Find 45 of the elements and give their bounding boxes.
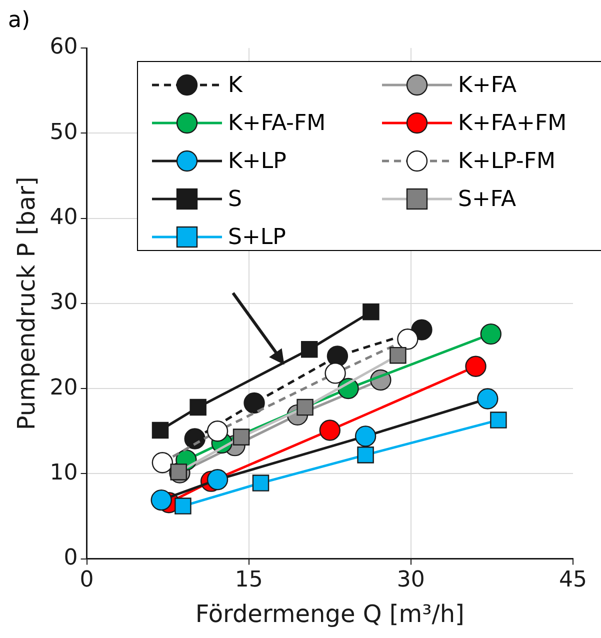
point <box>206 469 228 490</box>
legend-label: K+LP <box>228 148 286 174</box>
point <box>326 346 348 367</box>
y-tick-label: 60 <box>50 34 78 60</box>
point <box>465 356 486 377</box>
legend-label: K+FA <box>458 72 517 98</box>
point <box>480 323 502 345</box>
y-tick-label: 40 <box>50 204 78 230</box>
point <box>244 392 265 414</box>
point <box>206 420 228 442</box>
point <box>252 474 270 492</box>
point <box>390 346 406 364</box>
x-tick-label: 45 <box>559 568 587 593</box>
legend-label: K+FA-FM <box>228 110 326 136</box>
point <box>150 489 172 511</box>
point <box>357 446 374 464</box>
legend-label: S <box>228 186 242 212</box>
legend-label: S+LP <box>228 224 286 250</box>
point <box>174 498 192 514</box>
point <box>190 398 206 416</box>
x-tick-label: 30 <box>396 568 425 593</box>
point <box>184 428 206 450</box>
point <box>397 328 418 350</box>
legend-label: K <box>228 72 242 98</box>
y-tick-label: 30 <box>50 290 78 316</box>
legend-label: K+LP-FM <box>458 148 556 174</box>
legend-label: S+FA <box>458 186 516 212</box>
y-tick-label: 50 <box>50 120 78 145</box>
point <box>300 340 318 358</box>
point <box>362 304 380 320</box>
point <box>324 362 346 384</box>
text: a) <box>8 8 30 33</box>
legend-label: K+FA+FM <box>458 110 567 136</box>
point <box>319 420 340 441</box>
point <box>490 412 507 428</box>
y-axis-title: Pumpendruck P [bar] <box>12 176 41 430</box>
y-tick-label: 10 <box>50 460 78 486</box>
y-tick-label: 0 <box>64 546 78 571</box>
point <box>477 388 498 410</box>
x-axis-title: Fördermenge Q [m³/h] <box>195 600 464 628</box>
y-tick-label: 20 <box>50 375 78 400</box>
x-tick-label: 15 <box>234 568 263 593</box>
point <box>152 422 169 439</box>
x-tick-label: 0 <box>80 568 94 593</box>
point <box>354 426 376 447</box>
